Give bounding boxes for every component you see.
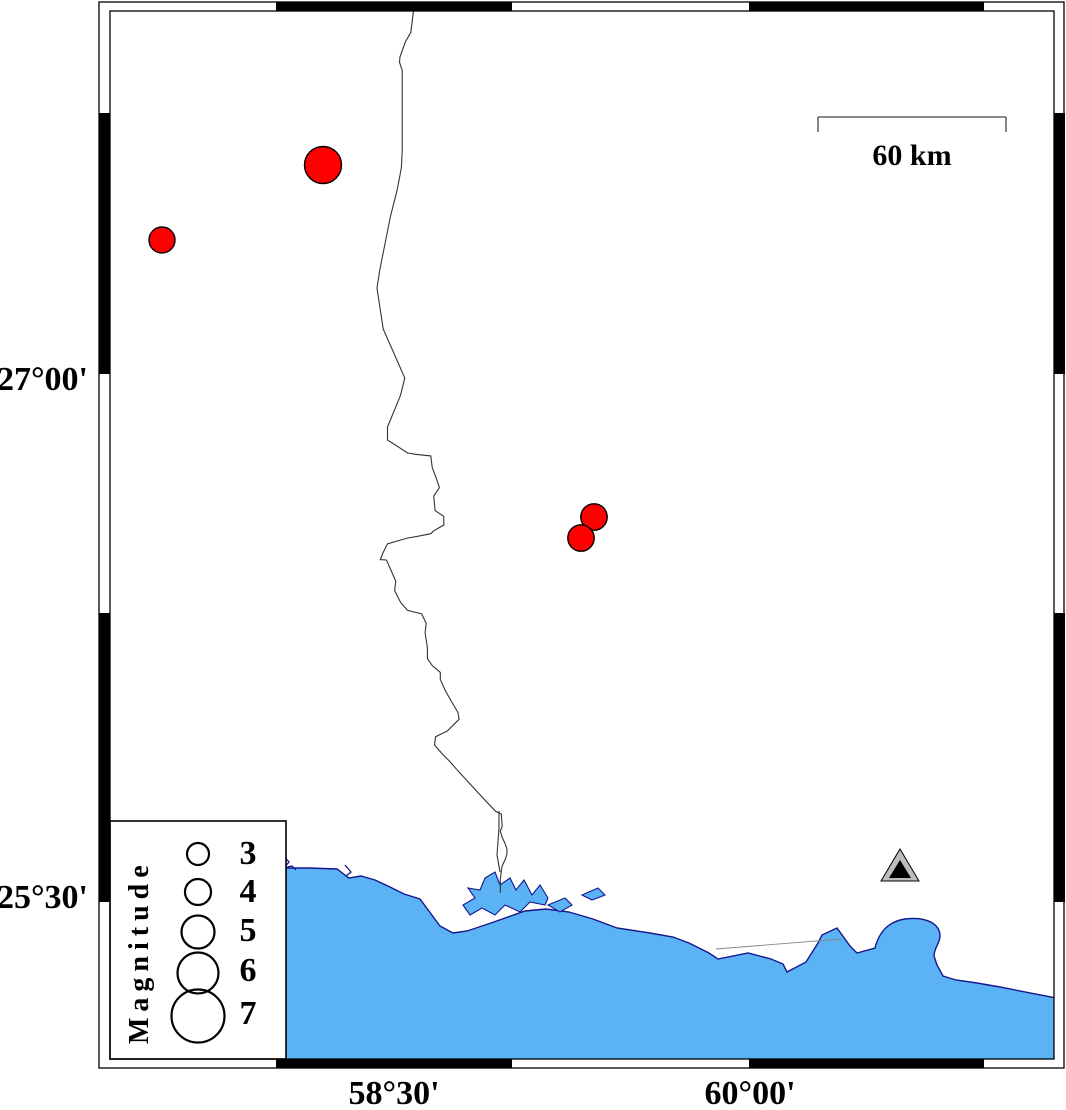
svg-text:6: 6: [240, 952, 257, 989]
svg-text:5: 5: [240, 912, 257, 949]
svg-text:25°30': 25°30': [0, 879, 88, 916]
svg-text:60°00': 60°00': [704, 1075, 795, 1110]
svg-text:7: 7: [240, 995, 257, 1032]
svg-text:Magnitude: Magnitude: [124, 859, 155, 1044]
svg-text:60 km: 60 km: [872, 139, 951, 172]
svg-text:4: 4: [240, 873, 257, 910]
svg-text:27°00': 27°00': [0, 361, 88, 398]
svg-text:58°30': 58°30': [348, 1075, 439, 1110]
svg-text:3: 3: [240, 835, 257, 872]
